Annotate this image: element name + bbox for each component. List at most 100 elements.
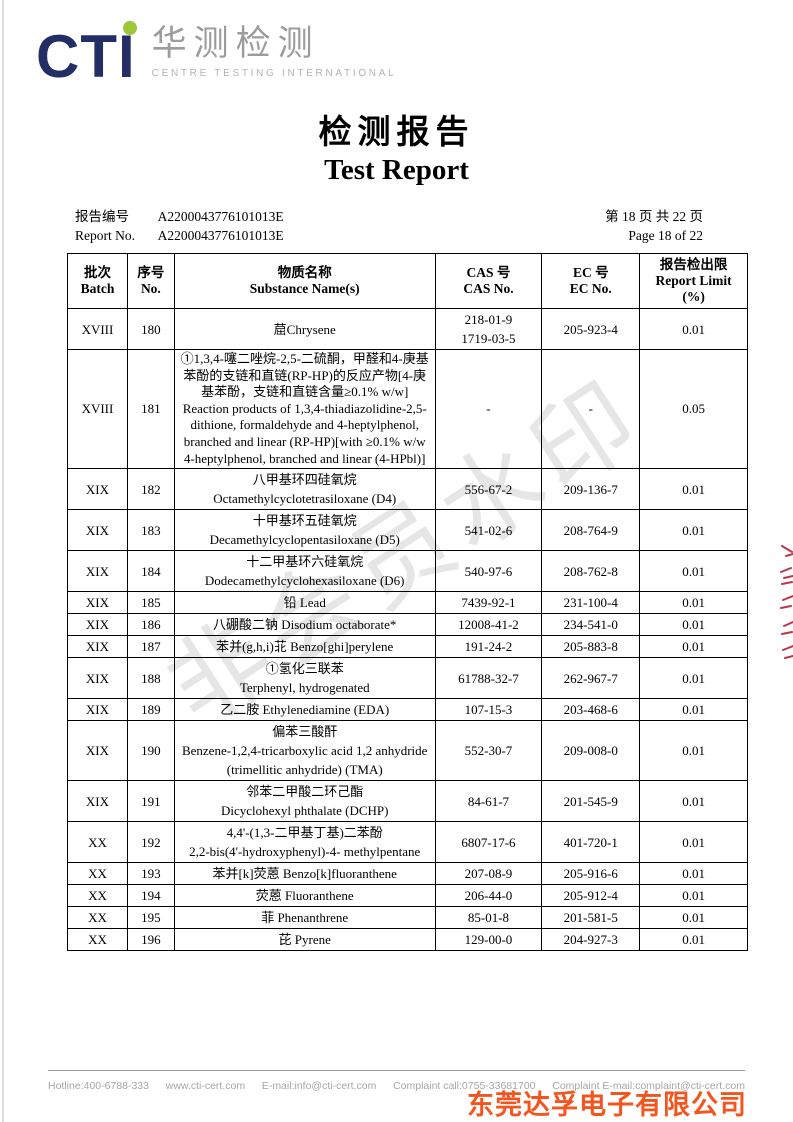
logo-text-block: 华测检测 CENTRE TESTING INTERNATIONAL xyxy=(152,26,397,81)
limit-cell: 0.01 xyxy=(639,928,748,952)
substance-name-cell: 芘 Pyrene xyxy=(173,928,436,952)
batch-cell: XX xyxy=(67,906,128,930)
table-row: XIX 186 八硼酸二钠 Disodium octaborate* 12008-41… xyxy=(67,613,748,637)
table-row: XVIII 180 䓛Chrysene 218-01-9 1719-03-5 205-92… xyxy=(67,308,748,350)
ec-cell: 262-967-7 xyxy=(541,657,641,700)
limit-cell: 0.01 xyxy=(639,720,748,782)
limit-cell: 0.01 xyxy=(639,613,748,637)
page-info-zh: 第 18 页 共 22 页 xyxy=(605,209,703,224)
report-number-row-zh: 报告编号 A2200043776101013E xyxy=(75,207,284,226)
limit-cell: 0.01 xyxy=(639,308,748,350)
ec-cell: 209-136-7 xyxy=(541,468,641,511)
report-no-label-en: Report No. xyxy=(75,228,135,243)
substance-name-cell: 乙二胺 Ethylenediamine (EDA) xyxy=(173,698,436,722)
cas-cell: 85-01-8 xyxy=(434,906,543,930)
table-row: XIX 182 八甲基环四硅氧烷 Octamethylcyclotetrasiloxa… xyxy=(67,468,748,511)
limit-cell: 0.01 xyxy=(639,657,748,700)
no-cell: 183 xyxy=(126,509,175,552)
red-stamp-fragment xyxy=(778,542,793,667)
report-no-label-zh: 报告编号 xyxy=(75,209,129,224)
substance-name-cell: 十二甲基环六硅氧烷 Dodecamethylcyclohexasiloxane (… xyxy=(173,550,436,593)
report-no-value-en: A2200043776101013E xyxy=(157,228,284,243)
batch-cell: XX xyxy=(67,862,128,886)
batch-cell: XIX xyxy=(67,698,128,722)
substance-name-cell: 八硼酸二钠 Disodium octaborate* xyxy=(173,613,436,637)
ec-cell: 201-581-5 xyxy=(541,906,641,930)
batch-cell: XX xyxy=(67,821,128,864)
cas-cell: 206-44-0 xyxy=(434,884,543,908)
table-row: XIX 184 十二甲基环六硅氧烷 Dodecamethylcyclohexasilo… xyxy=(67,550,748,593)
batch-cell: XIX xyxy=(67,613,128,637)
footer-complaint-email: Complaint E-mail:complaint@cti-cert.com xyxy=(552,1080,745,1092)
batch-cell: XIX xyxy=(67,468,128,511)
limit-cell: 0.01 xyxy=(639,884,748,908)
limit-cell: 0.01 xyxy=(639,821,748,864)
report-title-block: 检测报告 Test Report xyxy=(0,112,793,187)
ec-cell: 201-545-9 xyxy=(541,780,641,823)
substance-name-cell: 邻苯二甲酸二环己酯 Dicyclohexyl phthalate (DCHP) xyxy=(173,780,436,823)
no-cell: 192 xyxy=(126,821,175,864)
cti-logo: CTI 华测检测 CENTRE TESTING INTERNATIONAL xyxy=(36,20,397,86)
ec-cell: 204-927-3 xyxy=(541,928,641,952)
cas-cell: 541-02-6 xyxy=(434,509,543,552)
red-stamp-strokes xyxy=(780,545,793,659)
limit-cell: 0.01 xyxy=(639,509,748,552)
limit-cell: 0.05 xyxy=(639,348,748,470)
substance-name-cell: 十甲基环五硅氧烷 Decamethylcyclopentasiloxane (D5… xyxy=(173,509,436,552)
no-cell: 189 xyxy=(126,698,175,722)
report-number-row-en: Report No. A2200043776101013E xyxy=(75,226,284,245)
no-cell: 193 xyxy=(126,862,175,886)
ec-cell: 208-764-9 xyxy=(541,509,641,552)
batch-cell: XIX xyxy=(67,657,128,700)
report-title-zh: 检测报告 xyxy=(318,115,475,151)
cas-cell: 107-15-3 xyxy=(434,698,543,722)
batch-cell: XX xyxy=(67,884,128,908)
no-cell: 196 xyxy=(126,928,175,952)
header-report-limit: 报告检出限 Report Limit (%) xyxy=(639,253,748,309)
limit-cell: 0.01 xyxy=(639,906,748,930)
batch-cell: XIX xyxy=(67,780,128,823)
table-row: XIX 187 苯并(g,h,i)苝 Benzo[ghi]perylene 191-2… xyxy=(67,635,748,659)
no-cell: 186 xyxy=(126,613,175,637)
substance-name-cell: 铅 Lead xyxy=(173,591,436,615)
substance-name-cell: 偏苯三酸酐 Benzene-1,2,4-tricarboxylic acid 1,… xyxy=(173,720,436,782)
ec-cell: 203-468-6 xyxy=(541,698,641,722)
batch-cell: XIX xyxy=(67,720,128,782)
batch-cell: XIX xyxy=(67,550,128,593)
batch-cell: XVIII xyxy=(67,348,128,470)
no-cell: 195 xyxy=(126,906,175,930)
cas-cell: 207-08-9 xyxy=(434,862,543,886)
table-row: XX 196 芘 Pyrene 129-00-0 204-927-3 0.01 xyxy=(67,928,748,952)
batch-cell: XVIII xyxy=(67,308,128,350)
substance-table: 批次 Batch 序号 No. 物质名称 Substance Name(s) C… xyxy=(67,253,748,952)
no-cell: 190 xyxy=(126,720,175,782)
footer-website: www.cti-cert.com xyxy=(165,1080,246,1092)
logo-chinese-name: 华测检测 xyxy=(151,24,320,63)
ec-cell: 234-541-0 xyxy=(541,613,641,637)
table-header-row: 批次 Batch 序号 No. 物质名称 Substance Name(s) C… xyxy=(67,253,748,309)
cti-wordmark-text: CTI xyxy=(36,22,136,90)
substance-table-body: XVIII 180 䓛Chrysene 218-01-9 1719-03-5 205-92… xyxy=(67,308,748,952)
report-number-block: 报告编号 A2200043776101013E Report No. A2200… xyxy=(75,207,284,245)
ec-cell: 231-100-4 xyxy=(541,591,641,615)
ec-cell: - xyxy=(541,348,641,470)
substance-name-cell: 苯并[k]荧蒽 Benzo[k]fluoranthene xyxy=(173,862,436,886)
no-cell: 180 xyxy=(126,308,175,350)
table-row: XIX 188 ①氢化三联苯 Terphenyl, hydrogenated 61788… xyxy=(67,657,748,700)
page-info-en: Page 18 of 22 xyxy=(628,228,703,243)
substance-name-cell: 荧蒽 Fluoranthene xyxy=(173,884,436,908)
table-row: XX 194 荧蒽 Fluoranthene 206-44-0 205-912-4 0.0… xyxy=(67,884,748,908)
cas-cell: 556-67-2 xyxy=(434,468,543,511)
cas-cell: 7439-92-1 xyxy=(434,591,543,615)
table-row: XX 193 苯并[k]荧蒽 Benzo[k]fluoranthene 207-08-… xyxy=(67,862,748,886)
cas-cell: 129-00-0 xyxy=(434,928,543,952)
substance-name-cell: ①氢化三联苯 Terphenyl, hydrogenated xyxy=(173,657,436,700)
cas-cell: 552-30-7 xyxy=(434,720,543,782)
limit-cell: 0.01 xyxy=(639,591,748,615)
header-cas-no: CAS 号 CAS No. xyxy=(434,253,543,309)
header-ec-no: EC 号 EC No. xyxy=(541,253,641,309)
cti-wordmark: CTI xyxy=(36,20,137,86)
table-row: XIX 189 乙二胺 Ethylenediamine (EDA) 107-15-3 2… xyxy=(67,698,748,722)
no-cell: 185 xyxy=(126,591,175,615)
